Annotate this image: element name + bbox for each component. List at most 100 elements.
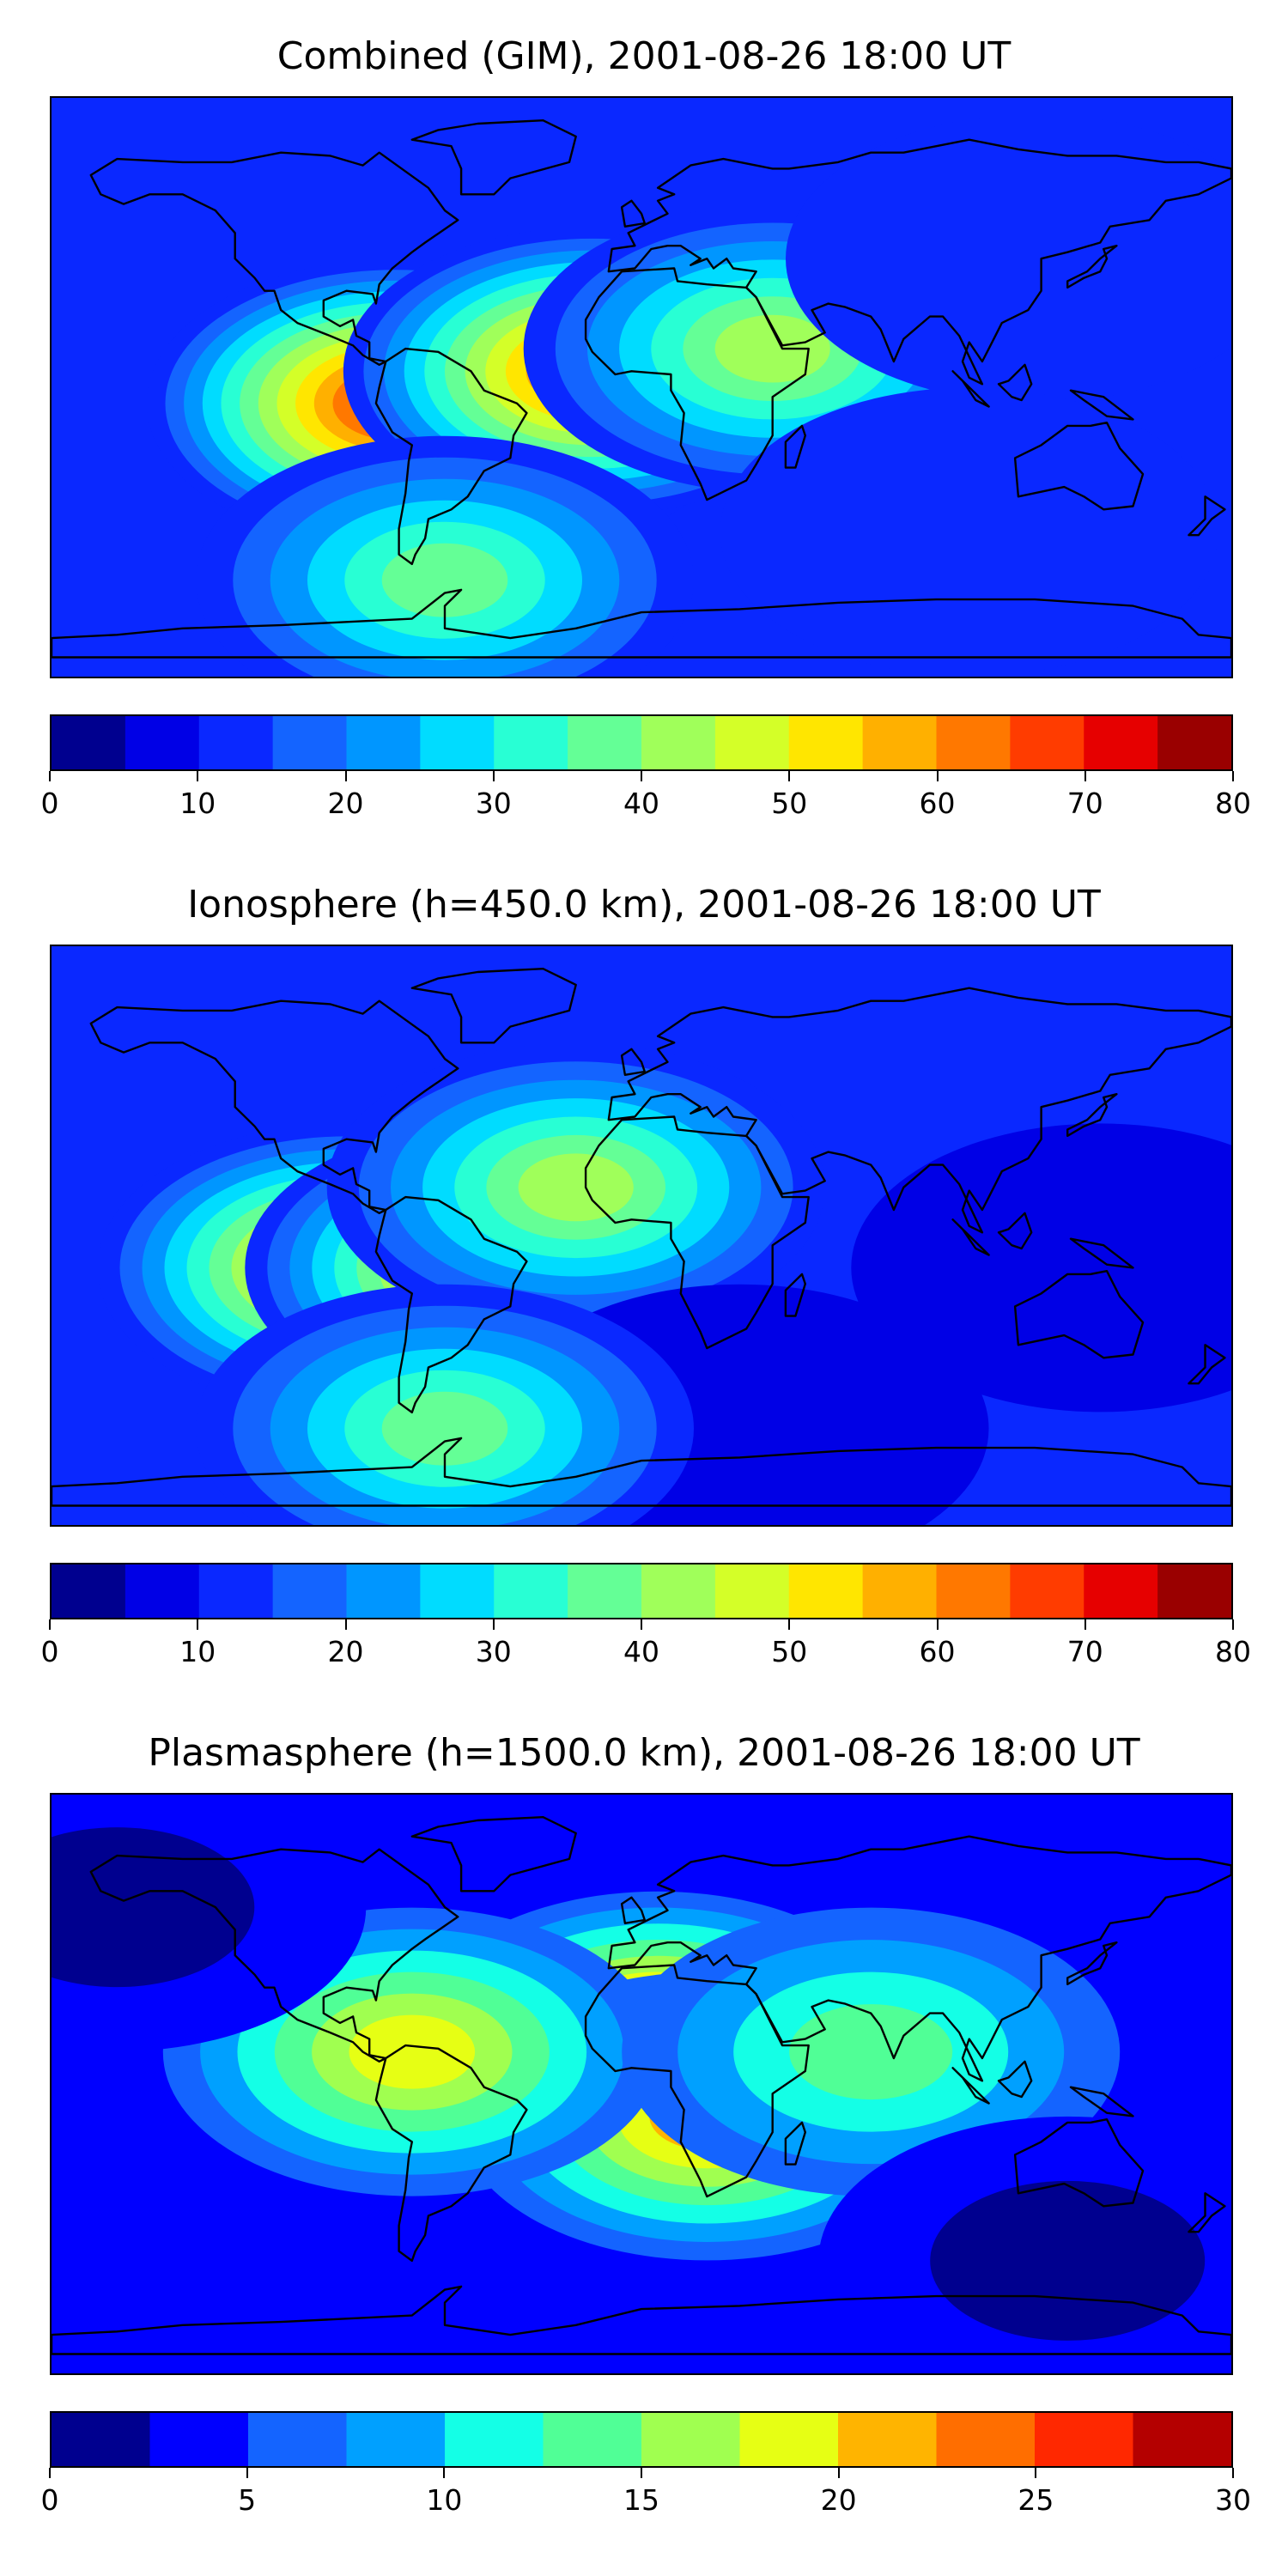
colorbar-segment xyxy=(862,716,938,769)
coastline-eurasia xyxy=(607,987,1231,1234)
coastline-south-america xyxy=(374,347,528,566)
tick-label: 40 xyxy=(623,787,659,820)
colorbar-segment xyxy=(420,1564,495,1618)
colorbar xyxy=(50,714,1233,771)
tick-mark xyxy=(641,2468,642,2478)
coastline-new-zealand xyxy=(1188,1344,1226,1385)
coastline-eurasia xyxy=(607,1835,1231,2082)
tick-mark xyxy=(344,771,347,781)
tick-label: 0 xyxy=(40,2483,59,2517)
coastline-australia xyxy=(1013,2118,1145,2208)
colorbar-segment xyxy=(862,1564,938,1618)
coastline-sumatra xyxy=(951,1218,990,1256)
tick-mark xyxy=(936,771,939,781)
colorbar-segment xyxy=(568,1564,642,1618)
colorbar-segment xyxy=(1084,716,1158,769)
colorbar-segment xyxy=(52,716,126,769)
coastline-antarctica xyxy=(52,2285,1231,2355)
colorbar xyxy=(50,2411,1233,2468)
contour-band xyxy=(851,1123,1231,1413)
tick-label: 20 xyxy=(820,2483,857,2517)
colorbar xyxy=(50,1563,1233,1619)
colorbar-segment xyxy=(149,2413,249,2466)
coastline-south-america xyxy=(374,1195,528,1414)
tick-label: 0 xyxy=(40,1635,59,1668)
contour-band xyxy=(714,314,830,383)
chart-title: Combined (GIM), 2001-08-26 18:00 UT xyxy=(276,34,1012,78)
tick-label: 80 xyxy=(1215,787,1251,820)
contour-band xyxy=(52,1827,255,1988)
tick-mark xyxy=(49,771,51,781)
coastline-madagascar xyxy=(784,1273,806,1317)
heatmap-plot xyxy=(50,1793,1233,2375)
colorbar-segment xyxy=(714,1564,790,1618)
colorbar-segment xyxy=(198,1564,274,1618)
colorbar-segment xyxy=(641,716,716,769)
coastline-borneo xyxy=(997,363,1033,402)
coastline-south-america xyxy=(374,2044,528,2263)
colorbar-segment xyxy=(445,2413,544,2466)
tick-mark xyxy=(837,2468,840,2478)
colorbar-ticks: 0 10 20 30 40 50 60 70 80 xyxy=(41,771,1251,823)
coastline-britain xyxy=(620,1896,646,1925)
colorbar-segment xyxy=(346,2413,446,2466)
coastline-new-zealand xyxy=(1188,2192,1226,2233)
colorbar-segment xyxy=(272,716,348,769)
colorbar-segment xyxy=(641,2413,741,2466)
colorbar-segment xyxy=(346,1564,421,1618)
colorbar-segment xyxy=(1157,1564,1231,1618)
colorbar-segment xyxy=(788,716,864,769)
coastline-africa xyxy=(584,1964,810,2198)
tick-label: 50 xyxy=(771,1635,808,1668)
coastline-japan xyxy=(1066,1092,1118,1138)
colorbar-segment xyxy=(568,716,642,769)
colorbar-segment xyxy=(1035,2413,1134,2466)
colorbar-segment xyxy=(420,716,495,769)
colorbar-segment xyxy=(1084,1564,1158,1618)
coastline-greenland xyxy=(410,119,577,196)
colorbar-segment xyxy=(838,2413,938,2466)
coastline-africa xyxy=(584,267,810,501)
tick-mark xyxy=(1232,2468,1234,2478)
tick-mark xyxy=(936,1619,939,1630)
tick-label: 30 xyxy=(475,1635,512,1668)
tick-label: 10 xyxy=(179,787,216,820)
colorbar-segment xyxy=(936,1564,1011,1618)
colorbar-segment xyxy=(936,716,1011,769)
coastline-britain xyxy=(620,1048,646,1077)
tick-mark xyxy=(492,1619,495,1630)
colorbar-segment xyxy=(641,1564,716,1618)
tick-label: 25 xyxy=(1018,2483,1054,2517)
tick-mark xyxy=(246,2468,248,2478)
coastline-madagascar xyxy=(784,424,806,469)
coastline-japan xyxy=(1066,1941,1118,1986)
contour-band xyxy=(518,1153,634,1222)
coastline-britain xyxy=(620,199,646,228)
tick-label: 30 xyxy=(475,787,512,820)
colorbar-segment xyxy=(1157,716,1231,769)
coastline-australia xyxy=(1013,422,1145,511)
colorbar-segment xyxy=(494,716,568,769)
tick-label: 30 xyxy=(1215,2483,1251,2517)
tick-mark xyxy=(197,771,199,781)
tick-label: 10 xyxy=(179,1635,216,1668)
coastline-africa xyxy=(584,1115,810,1350)
tick-mark xyxy=(443,2468,446,2478)
chart-title: Plasmasphere (h=1500.0 km), 2001-08-26 1… xyxy=(148,1731,1140,1775)
coastline-north-america xyxy=(89,1848,459,2063)
tick-mark xyxy=(197,1619,199,1630)
coastline-borneo xyxy=(997,1212,1033,1250)
coastline-sumatra xyxy=(951,2067,990,2105)
colorbar-segment xyxy=(1010,716,1084,769)
colorbar-segment xyxy=(125,1564,200,1618)
tick-mark xyxy=(49,2468,51,2478)
colorbar-ticks: 0 10 20 30 40 50 60 70 80 xyxy=(41,1619,1251,1671)
coastline-sumatra xyxy=(951,370,990,408)
heatmap-plot xyxy=(50,945,1233,1527)
colorbar-segment xyxy=(52,1564,126,1618)
coastline-new-zealand xyxy=(1188,495,1226,537)
coastline-eurasia xyxy=(607,138,1231,386)
colorbar-segment xyxy=(739,2413,839,2466)
colorbar-segment xyxy=(936,2413,1036,2466)
tick-mark xyxy=(344,1619,347,1630)
